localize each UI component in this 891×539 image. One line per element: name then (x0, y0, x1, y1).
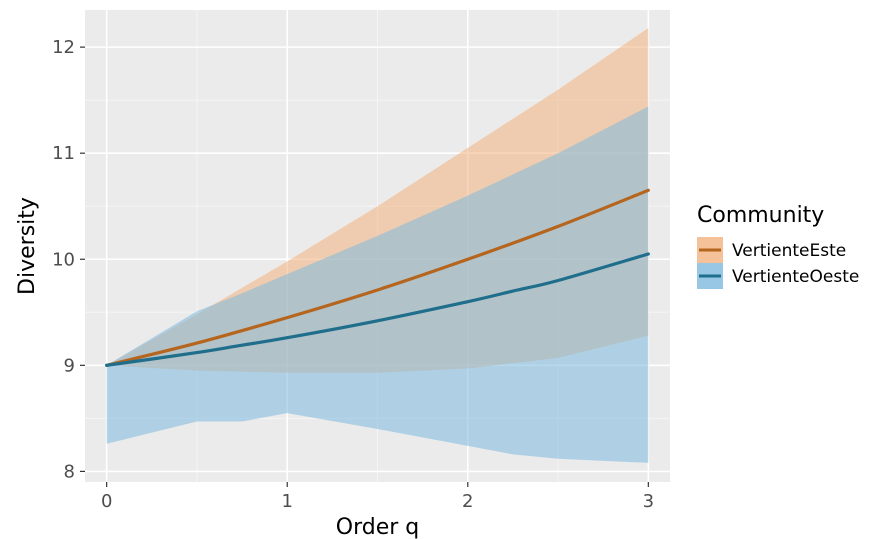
legend-label: VertienteEste (732, 241, 846, 261)
x-tick-label: 0 (101, 491, 112, 512)
ribbon-VertienteOeste (106, 106, 649, 463)
x-axis-title: Order q (336, 515, 419, 539)
y-tick-label: 9 (64, 355, 75, 376)
x-tick-label: 2 (462, 491, 473, 512)
confidence-ribbons (106, 28, 649, 463)
legend: Community VertienteEste VertienteOeste (697, 203, 859, 289)
y-tick-label: 11 (52, 143, 75, 164)
legend-label: VertienteOeste (732, 267, 859, 287)
x-tick-label: 1 (281, 491, 292, 512)
series-lines (105, 188, 650, 367)
line-VertienteOeste (105, 252, 650, 367)
y-axis-title: Diversity (15, 197, 40, 295)
y-tick-labels: 8 9 10 11 12 (52, 37, 75, 482)
y-tick-label: 12 (52, 37, 75, 58)
axis-ticks (80, 46, 649, 487)
line-VertienteEste (105, 188, 650, 367)
x-tick-label: 3 (643, 491, 654, 512)
x-tick-labels: 0 1 2 3 (101, 491, 654, 512)
y-tick-label: 10 (52, 249, 75, 270)
y-tick-label: 8 (64, 461, 75, 482)
legend-title: Community (697, 203, 824, 228)
